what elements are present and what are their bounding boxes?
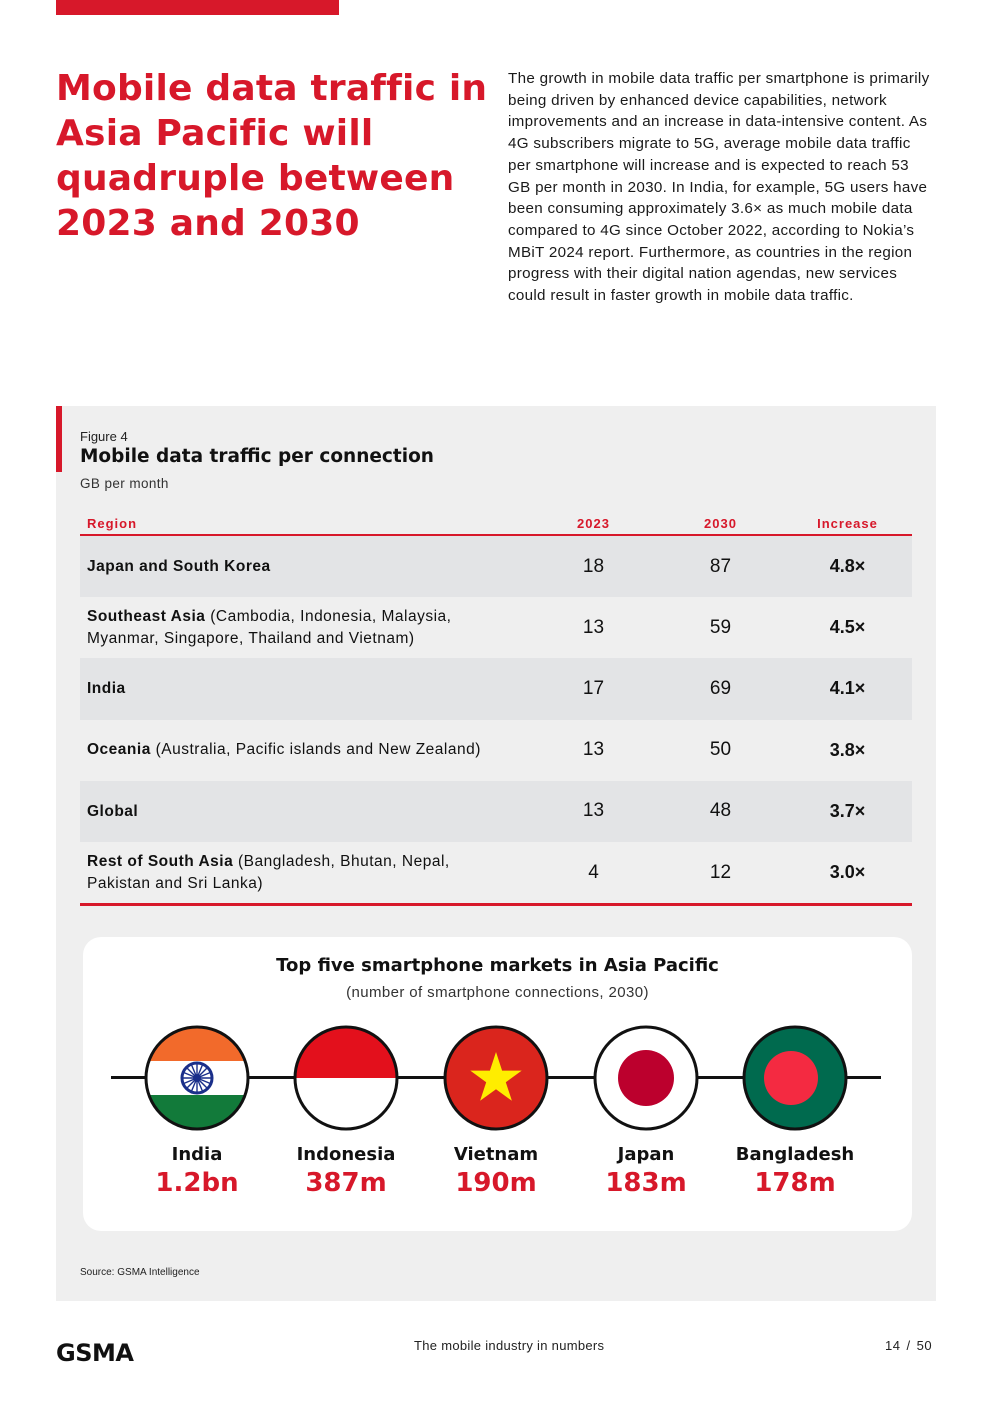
region-name: India <box>87 680 126 698</box>
table-row: India 17 69 4.1× <box>80 658 912 720</box>
value-2023: 13 <box>582 800 605 822</box>
value-2030: 87 <box>709 555 732 577</box>
value-2030: 12 <box>709 861 732 883</box>
gsma-logo: GSMA <box>56 1340 135 1364</box>
figure-accent-bar <box>56 406 62 472</box>
region-cell: India <box>87 678 507 700</box>
region-name: Japan and South Korea <box>87 557 271 575</box>
value-increase: 3.8× <box>829 739 866 760</box>
table-row: Oceania (Australia, Pacific islands and … <box>80 720 912 781</box>
column-header-2023: 2023 <box>577 516 610 531</box>
market-value: 1.2bn <box>155 1168 239 1198</box>
region-detail: (Cambodia, Indonesia, Malaysia, Myanmar,… <box>87 608 452 647</box>
markets-subtitle: (number of smartphone connections, 2030) <box>346 984 649 1001</box>
column-header-2030: 2030 <box>704 516 737 531</box>
value-2023: 13 <box>582 616 605 638</box>
table-row: Global 13 48 3.7× <box>80 780 912 842</box>
market-item-bangladesh: Bangladesh 178m <box>715 1025 875 1198</box>
column-header-increase: Increase <box>817 516 878 531</box>
region-detail: (Bangladesh, Bhutan, Nepal, Pakistan and… <box>87 853 450 892</box>
market-value: 387m <box>305 1168 387 1198</box>
top-markets-card: Top five smartphone markets in Asia Paci… <box>83 937 912 1231</box>
page-number: 14 / 50 <box>882 1338 935 1353</box>
region-cell: Rest of South Asia (Bangladesh, Bhutan, … <box>87 851 507 894</box>
value-increase: 4.1× <box>829 678 866 699</box>
page-total: 50 <box>916 1338 933 1353</box>
intro-paragraph: The growth in mobile data traffic per sm… <box>508 70 930 305</box>
page-current: 14 <box>885 1338 901 1353</box>
figure-panel: Figure 4 Mobile data traffic per connect… <box>56 406 936 1301</box>
market-name: Japan <box>617 1144 675 1165</box>
market-value: 190m <box>455 1168 537 1198</box>
figure-unit: GB per month <box>80 476 169 491</box>
market-name: Indonesia <box>296 1144 396 1165</box>
page-headline: Mobile data traffic in Asia Pacific will… <box>56 68 488 244</box>
region-detail: (Australia, Pacific islands and New Zeal… <box>150 741 481 759</box>
page-separator: / <box>906 1338 911 1353</box>
market-value: 178m <box>754 1168 836 1198</box>
market-name: Vietnam <box>453 1144 539 1165</box>
market-value: 183m <box>605 1168 687 1198</box>
value-increase: 3.7× <box>829 800 866 821</box>
footer-publication-title: The mobile industry in numbers <box>414 1338 605 1353</box>
table-row: Southeast Asia (Cambodia, Indonesia, Mal… <box>80 597 912 658</box>
markets-title: Top five smartphone markets in Asia Paci… <box>276 955 719 976</box>
top-accent-bar <box>56 0 339 15</box>
india-flag-icon <box>144 1025 250 1131</box>
value-2030: 59 <box>709 616 732 638</box>
bangladesh-flag-icon <box>742 1025 848 1131</box>
value-2030: 50 <box>709 739 732 761</box>
market-name: India <box>171 1144 223 1165</box>
traffic-table: Region 2023 2030 Increase Japan and Sout… <box>80 512 912 907</box>
figure-title: Mobile data traffic per connection <box>80 446 434 467</box>
region-name: Southeast Asia <box>87 608 206 626</box>
value-increase: 4.8× <box>829 556 866 577</box>
indonesia-flag-icon <box>293 1025 399 1131</box>
region-name: Oceania <box>87 741 151 759</box>
value-increase: 4.5× <box>829 617 866 638</box>
source-note: Source: GSMA Intelligence <box>80 1267 200 1278</box>
value-2030: 69 <box>709 677 732 699</box>
value-2023: 4 <box>588 861 599 883</box>
region-cell: Japan and South Korea <box>87 556 507 578</box>
market-item-japan: Japan 183m <box>566 1025 726 1198</box>
value-increase: 3.0× <box>829 862 866 883</box>
figure-label: Figure 4 <box>80 429 128 444</box>
value-2023: 18 <box>582 555 605 577</box>
value-2023: 13 <box>582 739 605 761</box>
region-cell: Global <box>87 801 507 823</box>
table-header: Region 2023 2030 Increase <box>80 512 912 536</box>
table-row: Rest of South Asia (Bangladesh, Bhutan, … <box>80 842 912 907</box>
market-name: Bangladesh <box>735 1144 855 1165</box>
column-header-region: Region <box>87 516 138 531</box>
vietnam-flag-icon <box>443 1025 549 1131</box>
region-cell: Oceania (Australia, Pacific islands and … <box>87 739 507 761</box>
market-item-india: India 1.2bn <box>117 1025 277 1198</box>
market-item-vietnam: Vietnam 190m <box>416 1025 576 1198</box>
table-row: Japan and South Korea 18 87 4.8× <box>80 536 912 598</box>
japan-flag-icon <box>593 1025 699 1131</box>
gsma-logo-text: GSMA <box>56 1340 134 1364</box>
value-2023: 17 <box>582 677 605 699</box>
region-name: Global <box>87 802 139 820</box>
region-cell: Southeast Asia (Cambodia, Indonesia, Mal… <box>87 606 507 649</box>
market-item-indonesia: Indonesia 387m <box>266 1025 426 1198</box>
value-2030: 48 <box>709 800 732 822</box>
region-name: Rest of South Asia <box>87 853 234 871</box>
